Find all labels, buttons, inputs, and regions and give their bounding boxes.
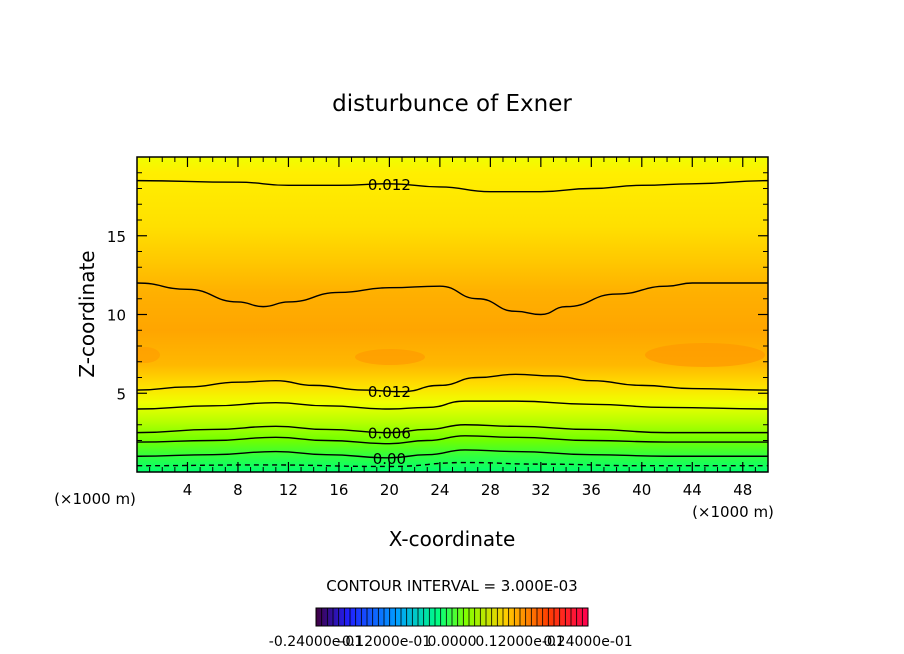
- contour-label: 0.006: [368, 425, 411, 443]
- contour-interval-text: CONTOUR INTERVAL = 3.000E-03: [326, 577, 577, 595]
- colorbar-label: -0.24000e-01: [269, 634, 363, 650]
- contour-blob: [355, 349, 425, 365]
- x-tick-label: 24: [430, 481, 449, 499]
- y-tick-label: 15: [107, 228, 126, 246]
- colorbar-ticks: [315, 608, 589, 626]
- x-tick-label: 32: [531, 481, 550, 499]
- contour-line: [137, 179, 768, 193]
- contour-line: [137, 449, 768, 459]
- plot-area: 0.012 0.012 0.006 0.00: [137, 157, 768, 472]
- x-tick-label: 40: [632, 481, 651, 499]
- x-unit-left: (×1000 m): [54, 490, 136, 508]
- x-tick-label: 36: [582, 481, 601, 499]
- x-unit-right: (×1000 m): [692, 503, 774, 521]
- x-tick-label: 44: [683, 481, 702, 499]
- x-tick-label: 20: [380, 481, 399, 499]
- y-tick-label: 5: [116, 385, 126, 403]
- colorbar: -0.24000e-01-0.12000e-010.00000.12000e-0…: [269, 607, 633, 650]
- contour-line: [137, 282, 768, 316]
- contour-line: [137, 400, 768, 410]
- chart-title: disturbunce of Exner: [332, 91, 572, 117]
- contour-label: 0.00: [373, 450, 406, 468]
- x-tick-label: 28: [481, 481, 500, 499]
- contour-blob: [645, 343, 765, 367]
- y-tick-label: 10: [107, 307, 126, 325]
- contour-labels: 0.012 0.012 0.006 0.00: [368, 176, 411, 468]
- x-axis-label: X-coordinate: [389, 527, 516, 551]
- x-tick-label: 16: [329, 481, 348, 499]
- contour-line: [137, 373, 768, 393]
- contour-lines: [137, 179, 768, 468]
- contour-label: 0.012: [368, 176, 411, 194]
- contour-line: [137, 461, 768, 468]
- x-tick-label: 12: [279, 481, 298, 499]
- y-axis-ticks: 5 10 15: [107, 172, 768, 457]
- x-tick-label: 4: [183, 481, 193, 499]
- y-axis-label: Z-coordinate: [75, 250, 99, 377]
- contour-blob: [137, 347, 160, 363]
- colorbar-label: 0.24000e-01: [543, 634, 632, 650]
- contour-line: [137, 435, 768, 445]
- colorbar-label: -0.12000e-01: [337, 634, 431, 650]
- colorbar-label: 0.12000e-01: [475, 634, 564, 650]
- x-tick-label: 48: [733, 481, 752, 499]
- colorbar-label: 0.0000: [428, 634, 477, 650]
- x-tick-label: 8: [233, 481, 243, 499]
- x-axis-ticks: 4 8 12 16 20 24 28 32 36 40 44 48: [149, 157, 756, 499]
- colorbar-labels: -0.24000e-01-0.12000e-010.00000.12000e-0…: [269, 634, 633, 650]
- contour-fill: [137, 157, 768, 472]
- contour-label: 0.012: [368, 383, 411, 401]
- contour-line: [137, 424, 768, 434]
